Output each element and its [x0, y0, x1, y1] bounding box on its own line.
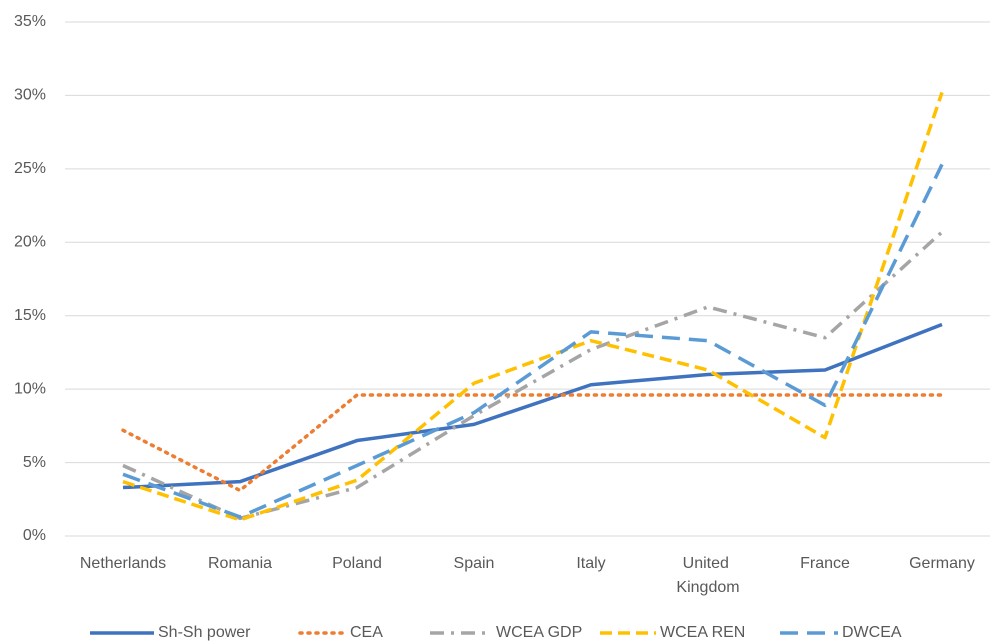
legend-item: CEA	[298, 624, 383, 641]
y-tick-label: 25%	[14, 160, 46, 177]
x-tick-label: Poland	[332, 555, 382, 572]
data-line	[121, 393, 944, 493]
y-tick-label: 10%	[14, 380, 46, 397]
legend-item: WCEA REN	[600, 624, 745, 641]
x-tick-label: Italy	[576, 555, 605, 572]
legend-label: CEA	[350, 624, 383, 641]
y-tick-label: 30%	[14, 87, 46, 104]
y-tick-label: 35%	[14, 13, 46, 30]
legend-label: WCEA GDP	[496, 624, 582, 641]
x-tick-label: Romania	[208, 555, 272, 572]
y-tick-label: 0%	[23, 527, 46, 544]
legend-label: WCEA REN	[660, 624, 745, 641]
x-tick-label: Netherlands	[80, 555, 166, 572]
data-line	[122, 230, 944, 521]
legend-label: Sh-Sh power	[158, 624, 251, 641]
legend-item: Sh-Sh power	[90, 624, 251, 641]
legend-label: DWCEA	[842, 624, 902, 641]
data-line	[122, 163, 944, 519]
x-tick-label: France	[800, 555, 850, 572]
legend-item: DWCEA	[780, 624, 902, 641]
legend-item: WCEA GDP	[430, 624, 582, 641]
data-line	[122, 322, 943, 490]
y-tick-label: 20%	[14, 234, 46, 251]
x-tick-label: United Kingdom	[676, 555, 739, 596]
data-line	[122, 91, 944, 522]
y-tick-label: 5%	[23, 454, 46, 471]
x-tick-label: Spain	[454, 555, 495, 572]
y-tick-label: 15%	[14, 307, 46, 324]
x-tick-label: Germany	[909, 555, 975, 572]
